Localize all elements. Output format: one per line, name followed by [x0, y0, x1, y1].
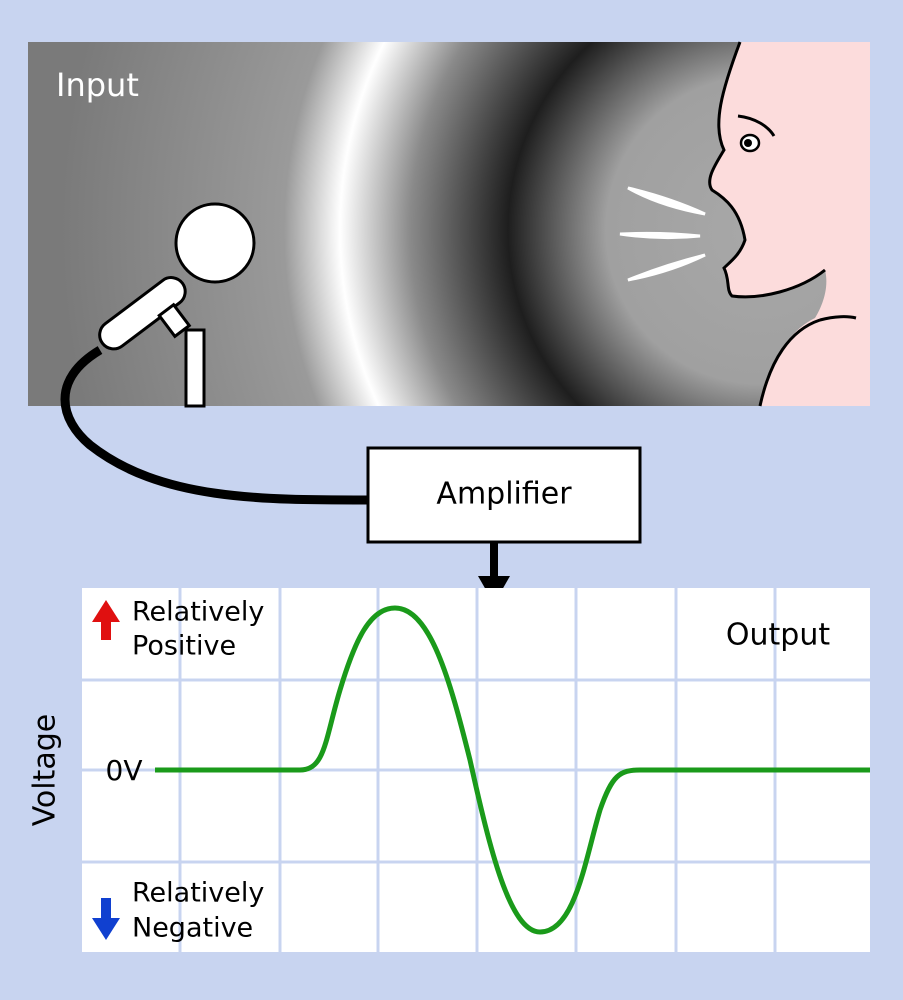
up-arrow — [92, 600, 120, 640]
pupil — [744, 139, 752, 147]
axis-label: Voltage — [28, 714, 63, 827]
waveform — [155, 605, 870, 935]
amplifier-label: Amplifier — [436, 477, 572, 512]
mic-head — [174, 202, 256, 284]
mic — [98, 276, 192, 351]
positive-label: Relatively — [132, 597, 264, 628]
positive-label: Positive — [132, 631, 236, 662]
breath-lines — [619, 186, 706, 282]
mic-handle — [98, 276, 187, 351]
output-label: Output — [726, 618, 830, 653]
negative-label: Negative — [132, 913, 253, 944]
cable — [60, 346, 369, 505]
mic-stand — [184, 328, 206, 408]
amplifier-box — [366, 446, 642, 544]
down-arrow — [92, 898, 120, 940]
mic-clip — [157, 302, 192, 339]
input-label: Input — [56, 66, 139, 104]
brow — [737, 114, 776, 137]
face-outline — [708, 41, 857, 407]
negative-label: Relatively — [132, 878, 264, 909]
zero-label: 0V — [106, 754, 143, 787]
face — [709, 42, 870, 406]
